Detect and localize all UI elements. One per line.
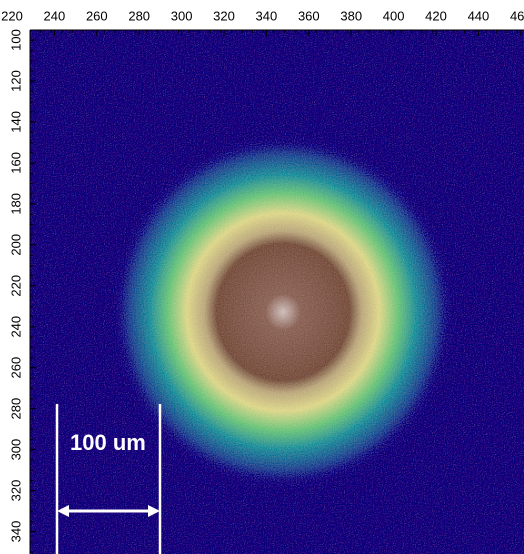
arrow-head-left [57,505,69,517]
x-tick-label: 440 [468,8,490,23]
scale-bar: 100 um [55,404,162,554]
x-tick-label: 220 [1,8,23,23]
y-tick-label: 340 [8,521,23,543]
x-tick-label: 280 [128,8,150,23]
y-tick-label: 140 [8,111,23,133]
x-tick-label: 460 [510,8,524,23]
y-tick-label: 200 [8,234,23,256]
scale-label: 100 um [70,430,146,455]
x-tick-label: 340 [256,8,278,23]
x-tick-label: 300 [171,8,193,23]
arrow-head-right [148,505,160,517]
y-tick-label: 320 [8,480,23,502]
y-tick-label: 300 [8,439,23,461]
x-tick-label: 420 [425,8,447,23]
y-tick-label: 160 [8,152,23,174]
x-tick-label: 400 [383,8,405,23]
y-tick-label: 120 [8,70,23,92]
beam-profile [30,30,524,554]
y-tick-label: 220 [8,275,23,297]
x-tick-label: 260 [86,8,108,23]
y-tick-label: 260 [8,357,23,379]
y-tick-label: 280 [8,398,23,420]
x-tick-label: 320 [213,8,235,23]
x-tick-label: 240 [44,8,66,23]
x-tick-label: 360 [298,8,320,23]
axes: 220 240 260 280 300 320 340 360 380 400 420 440 460 1… [1,8,524,553]
x-tick-label: 380 [340,8,362,23]
y-tick-label: 240 [8,316,23,338]
y-tick-label: 180 [8,193,23,215]
y-tick-label: 100 [8,29,23,51]
